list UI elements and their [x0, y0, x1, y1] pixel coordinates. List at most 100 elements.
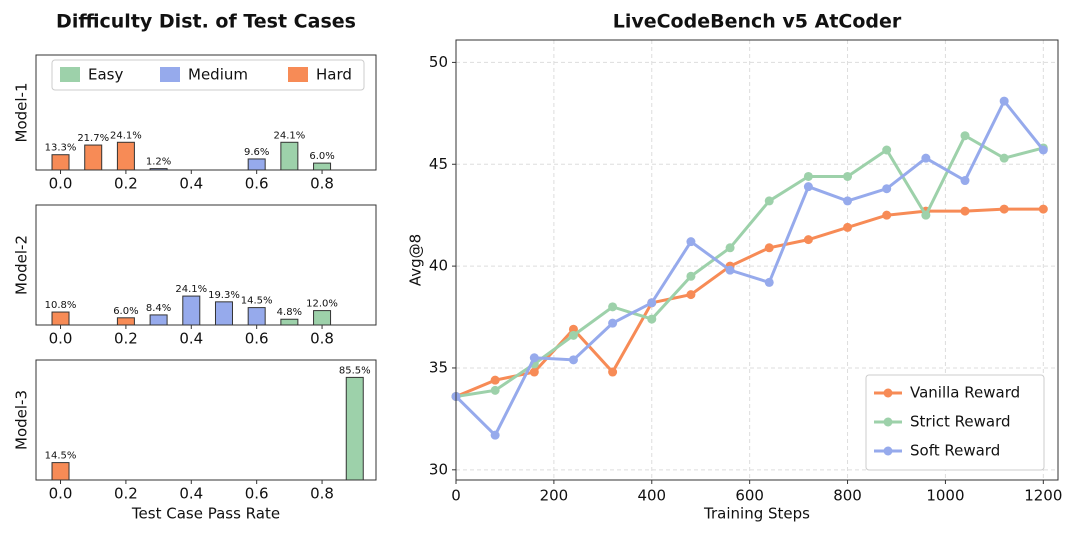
value-label: 21.7% [77, 133, 109, 144]
legend-label: Medium [188, 66, 248, 84]
bar [345, 376, 364, 481]
value-label: 24.1% [110, 130, 142, 141]
point [490, 385, 500, 395]
value-label: 19.3% [208, 290, 240, 301]
series-line [454, 98, 1045, 438]
point [529, 353, 539, 363]
bar [247, 158, 266, 171]
point [921, 153, 931, 163]
x-tick-label: 600 [735, 487, 764, 505]
x-tick-label: 0.4 [179, 485, 203, 503]
point [686, 290, 696, 300]
legend-marker [883, 388, 893, 398]
point [843, 171, 853, 181]
value-label: 24.1% [175, 284, 207, 295]
value-label: 10.8% [45, 300, 77, 311]
plot-frame [35, 204, 377, 326]
bar [51, 462, 70, 481]
point [764, 277, 774, 287]
plot-frame [35, 54, 377, 171]
point [568, 355, 578, 365]
point [999, 204, 1009, 214]
bar [247, 307, 266, 326]
bar [116, 317, 135, 326]
bar [214, 301, 233, 326]
legend-swatch [288, 67, 308, 82]
x-tick-label: 0.4 [179, 175, 203, 193]
value-label: 6.0% [113, 306, 138, 317]
x-tick-label: 0.2 [114, 175, 138, 193]
legend-label: Vanilla Reward [910, 384, 1020, 402]
x-tick-label: 0 [451, 487, 461, 505]
point [725, 265, 735, 275]
bar [116, 141, 135, 171]
x-tick-label: 0.0 [49, 175, 73, 193]
point [960, 206, 970, 216]
bar [313, 162, 332, 171]
plot-frame [35, 359, 377, 481]
value-label: 6.0% [309, 151, 334, 162]
bar [182, 295, 201, 326]
legend-marker [883, 417, 893, 427]
value-label: 12.0% [306, 299, 338, 310]
bar [313, 310, 332, 326]
point [843, 196, 853, 206]
legend-swatch [160, 67, 180, 82]
value-label: 1.2% [146, 157, 171, 168]
x-tick-label: 0.4 [179, 330, 203, 348]
point [921, 210, 931, 220]
x-tick-label: 200 [540, 487, 569, 505]
point [960, 131, 970, 141]
x-tick-label: 400 [637, 487, 666, 505]
x-tick-label: 1000 [926, 487, 964, 505]
plot-frame [455, 39, 1059, 481]
point [803, 171, 813, 181]
point [490, 430, 500, 440]
point [764, 243, 774, 253]
point [647, 298, 657, 308]
x-axis-label: Training Steps [703, 505, 810, 523]
point [960, 176, 970, 186]
point [803, 235, 813, 245]
value-label: 14.5% [45, 451, 77, 462]
y-tick-label: 45 [429, 155, 448, 173]
bar [51, 154, 70, 171]
point [1038, 145, 1048, 155]
point [999, 96, 1009, 106]
series-line [455, 133, 1044, 398]
point [843, 222, 853, 232]
x-tick-label: 0.2 [114, 485, 138, 503]
chart-title: Difficulty Dist. of Test Cases [56, 11, 356, 33]
x-tick-label: 0.8 [310, 330, 334, 348]
point [999, 153, 1009, 163]
point [725, 243, 735, 253]
x-tick-label: 0.6 [245, 330, 269, 348]
bar [280, 141, 299, 171]
y-tick-label: 40 [429, 257, 448, 275]
value-label: 4.8% [277, 307, 302, 318]
value-label: 8.4% [146, 303, 171, 314]
value-label: 24.1% [273, 130, 305, 141]
y-tick-label: 50 [429, 53, 448, 71]
x-tick-label: 0.8 [310, 175, 334, 193]
point [882, 184, 892, 194]
point [686, 237, 696, 247]
x-tick-label: 0.0 [49, 485, 73, 503]
bar [149, 314, 168, 326]
bar [51, 311, 70, 326]
y-axis-label: Avg@8 [407, 234, 425, 286]
legend-swatch [60, 67, 80, 82]
legend-label: Hard [316, 66, 352, 84]
legend-label: Soft Reward [910, 442, 1000, 460]
y-tick-label: 30 [429, 460, 448, 478]
x-tick-label: 0.6 [245, 175, 269, 193]
point [882, 145, 892, 155]
point [686, 271, 696, 281]
legend-box [51, 59, 365, 91]
value-label: 14.5% [241, 296, 273, 307]
x-tick-label: 0.2 [114, 330, 138, 348]
bar [280, 318, 299, 326]
point [882, 210, 892, 220]
point [647, 314, 657, 324]
legend-marker [883, 446, 893, 456]
